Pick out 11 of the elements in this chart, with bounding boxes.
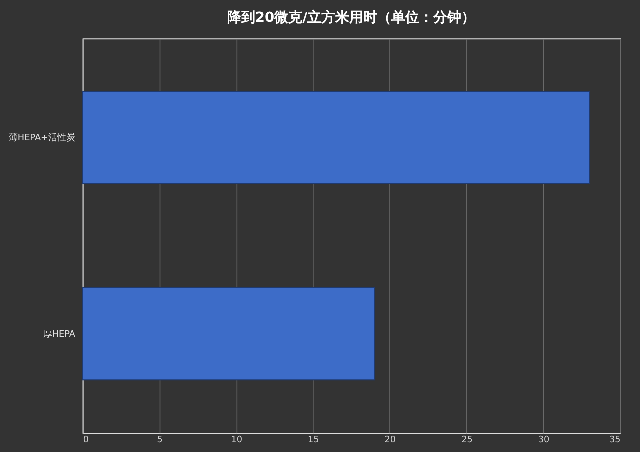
- x-tick-label: 5: [157, 435, 163, 446]
- y-tick-label: 薄HEPA+活性炭: [8, 132, 76, 144]
- chart-title: 降到20微克/立方米用时（单位：分钟）: [227, 8, 476, 26]
- x-tick-label: 0: [83, 435, 90, 446]
- x-tick-label: 35: [609, 435, 621, 446]
- x-tick-label: 20: [384, 435, 396, 446]
- x-tick-label: 10: [231, 435, 243, 446]
- x-tick-label: 15: [308, 435, 320, 446]
- x-tick-label: 30: [538, 435, 550, 446]
- y-tick-label: 厚HEPA: [43, 330, 76, 340]
- x-tick-label: 25: [462, 435, 473, 446]
